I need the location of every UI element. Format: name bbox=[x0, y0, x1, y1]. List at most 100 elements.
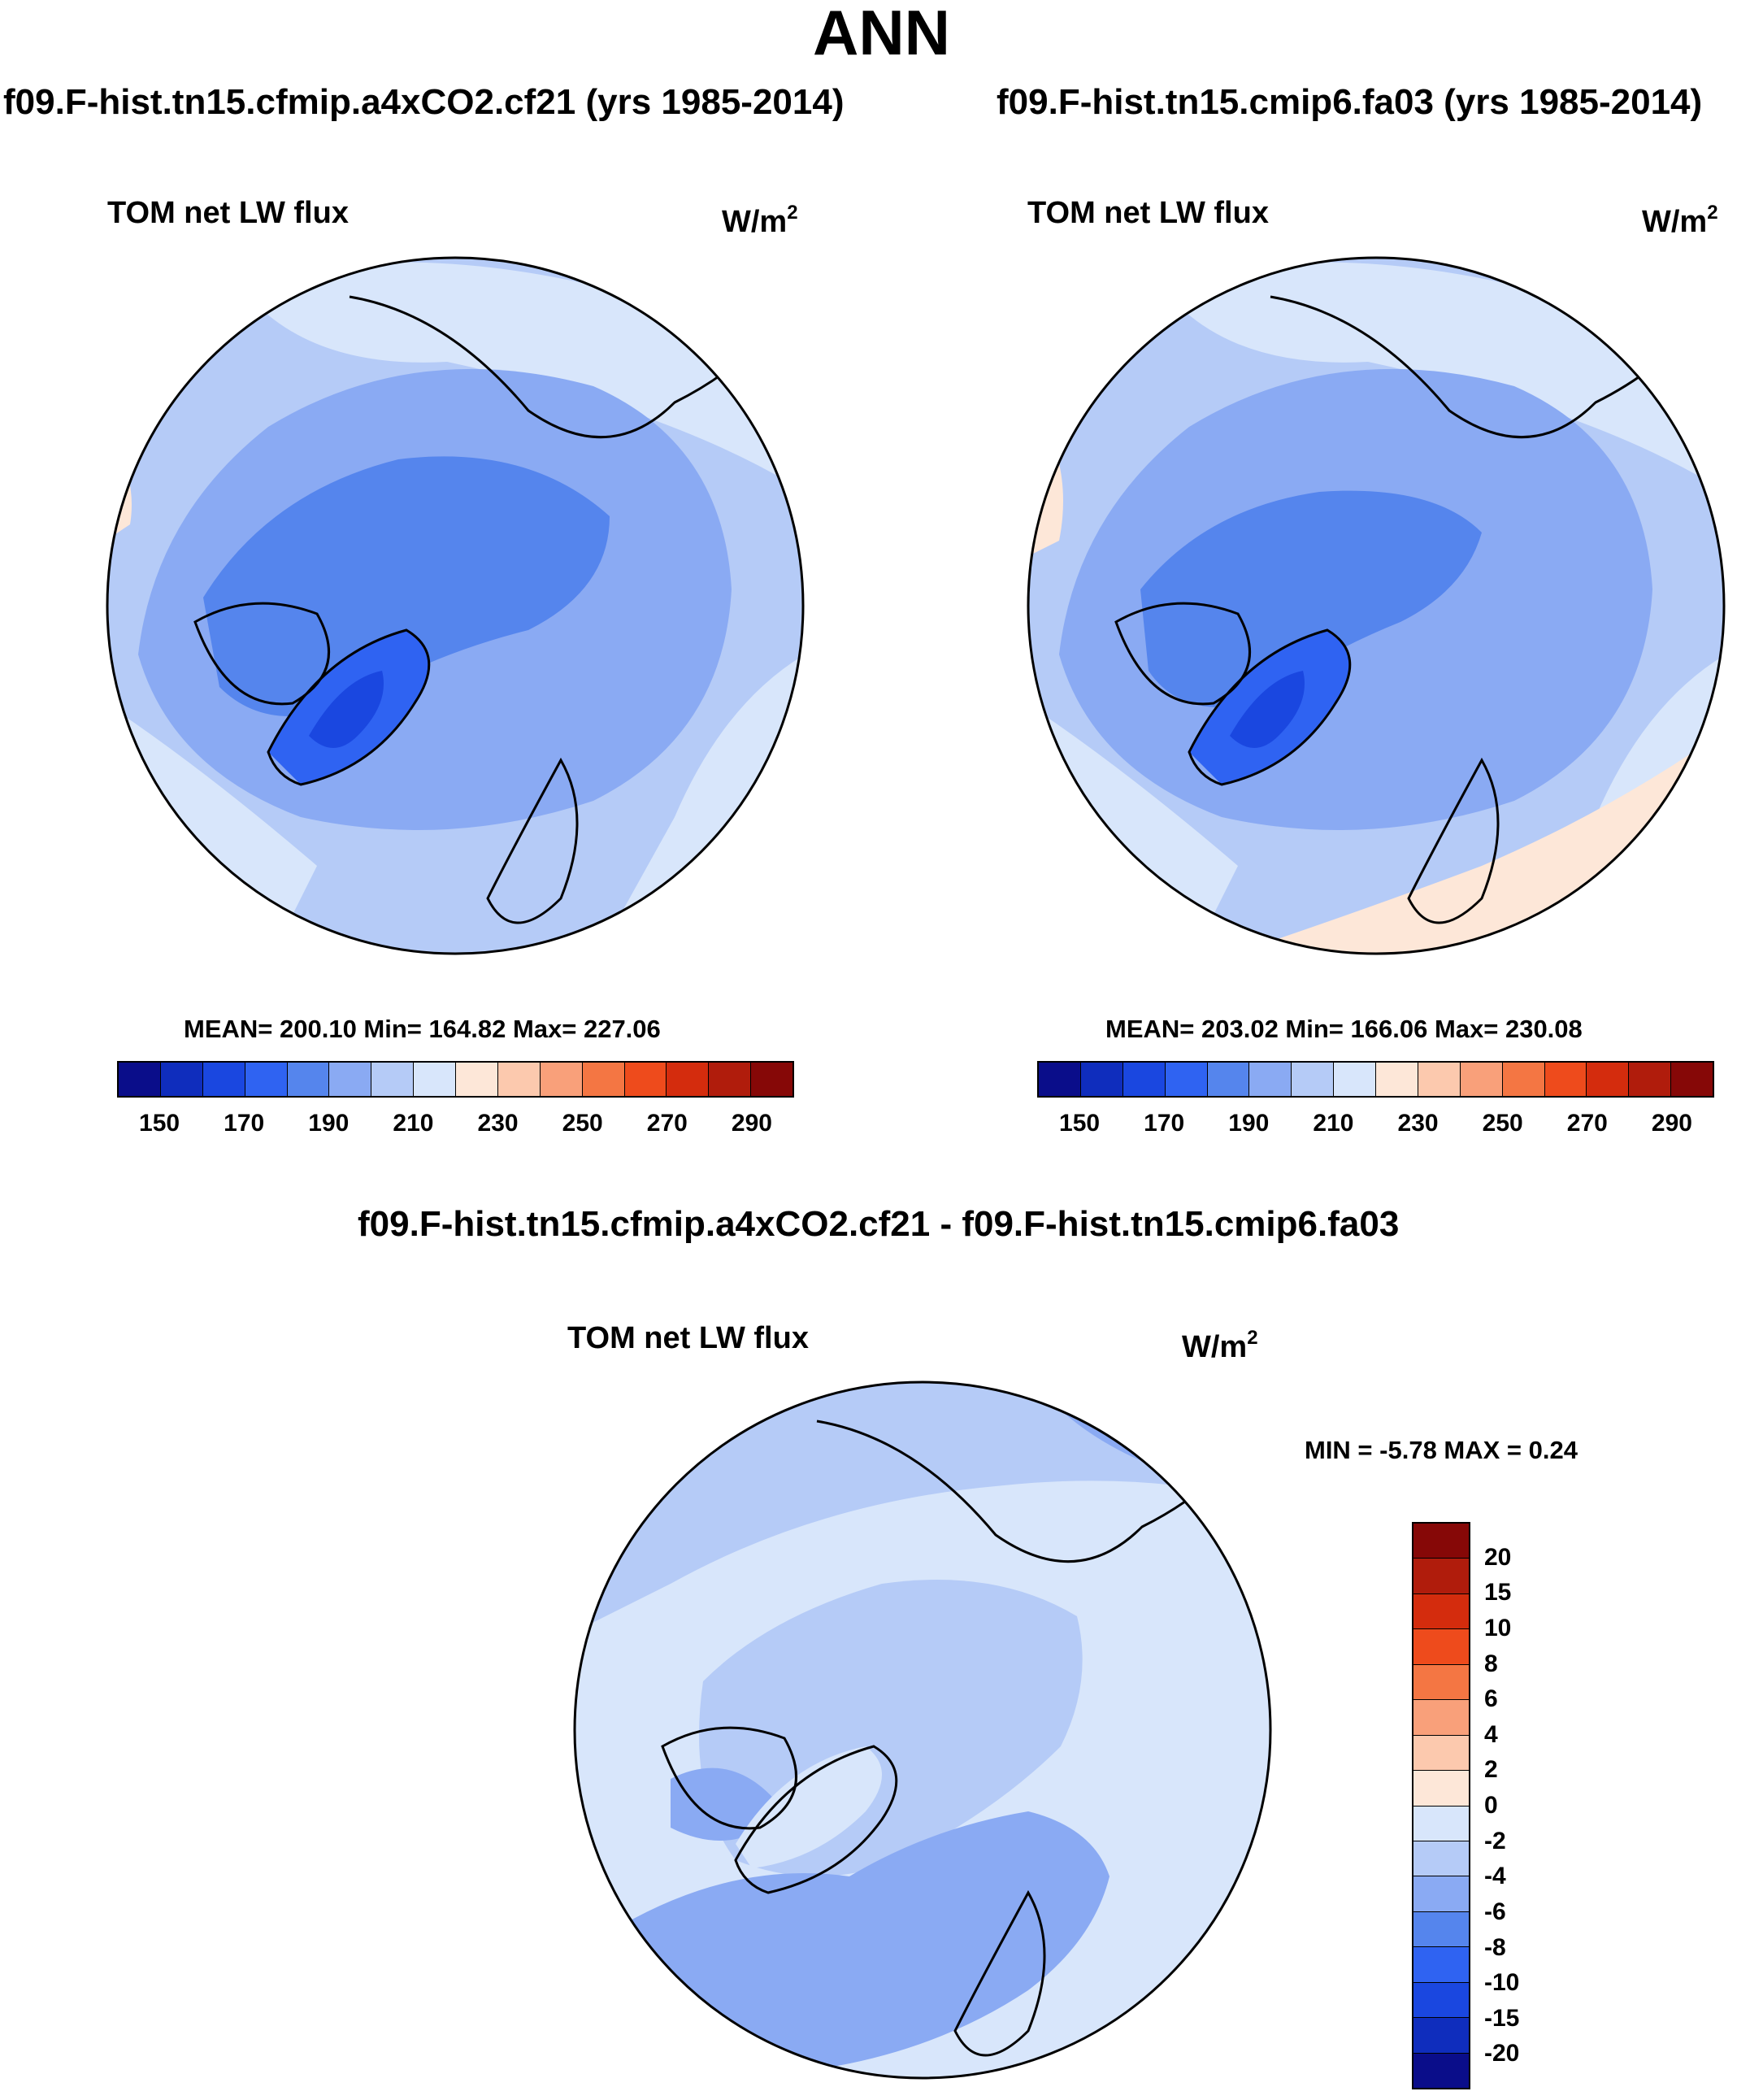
case-b-coast-scandinavia bbox=[1407, 757, 1500, 924]
colorbar-tick-label: 250 bbox=[562, 1110, 603, 1137]
diff-colorbar-cell-8 bbox=[1413, 1806, 1469, 1841]
diff-colorbar-cell-1 bbox=[1413, 1559, 1469, 1594]
case-b-colorbar bbox=[1037, 1061, 1714, 1098]
colorbar-tick-label: 270 bbox=[1566, 1110, 1608, 1137]
colorbar-cell-5 bbox=[1249, 1063, 1292, 1096]
colorbar-cell-0 bbox=[119, 1063, 161, 1096]
case-b-fill-warm-w bbox=[1028, 394, 1063, 557]
diff-colorbar-cell-12 bbox=[1413, 1947, 1469, 1983]
diff-colorbar-cell-3 bbox=[1413, 1629, 1469, 1665]
colorbar-cell-8 bbox=[456, 1063, 498, 1096]
diff-coast-canada bbox=[661, 1726, 797, 1830]
diff-fill-greenland bbox=[736, 1746, 882, 1868]
case-a-map-border bbox=[106, 256, 805, 955]
diff-colorbar bbox=[1412, 1522, 1470, 2089]
case-a-coast-canada bbox=[193, 602, 330, 706]
diff-colorbar-tick-label: 6 bbox=[1484, 1685, 1498, 1713]
diff-coast-siberia bbox=[816, 1420, 1225, 1563]
colorbar-tick-label: 250 bbox=[1482, 1110, 1523, 1137]
diff-coast-scandinavia bbox=[953, 1889, 1046, 2057]
main-title: ANN bbox=[813, 0, 950, 68]
diff-colorbar-cell-2 bbox=[1413, 1593, 1469, 1630]
diff-fill-atlantic bbox=[622, 1811, 1109, 2072]
case-b-title: f09.F-hist.tn15.cmip6.fa03 (yrs 1985-201… bbox=[997, 82, 1703, 122]
diff-colorbar-tick-label: 0 bbox=[1484, 1792, 1498, 1819]
colorbar-tick-label: 170 bbox=[224, 1110, 265, 1137]
case-b-polar-map bbox=[1027, 256, 1726, 955]
case-b-coast-greenland bbox=[1188, 628, 1352, 786]
colorbar-tick-label: 290 bbox=[731, 1110, 772, 1137]
colorbar-tick-label: 270 bbox=[646, 1110, 688, 1137]
case-b-fill-greenland-core bbox=[1230, 671, 1305, 748]
colorbar-cell-3 bbox=[245, 1063, 288, 1096]
colorbar-cell-2 bbox=[1123, 1063, 1166, 1096]
case-a-colorbar bbox=[117, 1061, 794, 1098]
colorbar-cell-11 bbox=[1502, 1063, 1545, 1096]
colorbar-cell-9 bbox=[497, 1063, 541, 1096]
colorbar-cell-6 bbox=[371, 1063, 415, 1096]
diff-colorbar-cell-9 bbox=[1413, 1841, 1469, 1877]
diff-variable-label: TOM net LW flux bbox=[567, 1321, 809, 1355]
case-b-variable-label: TOM net LW flux bbox=[1027, 196, 1269, 230]
colorbar-cell-4 bbox=[287, 1063, 330, 1096]
case-b-map-border bbox=[1027, 256, 1726, 955]
case-a-stats: MEAN= 200.10 Min= 164.82 Max= 227.06 bbox=[184, 1015, 661, 1043]
colorbar-cell-1 bbox=[160, 1063, 203, 1096]
case-b-units: W/m2 bbox=[1642, 202, 1718, 239]
diff-colorbar-cell-5 bbox=[1413, 1700, 1469, 1736]
colorbar-cell-10 bbox=[1460, 1063, 1503, 1096]
diff-colorbar-tick-label: 15 bbox=[1484, 1579, 1512, 1607]
diff-colorbar-tick-label: -20 bbox=[1484, 2040, 1520, 2067]
diff-colorbar-tick-label: -15 bbox=[1484, 2004, 1520, 2032]
diff-colorbar-cell-10 bbox=[1413, 1876, 1469, 1912]
colorbar-cell-14 bbox=[709, 1063, 752, 1096]
diff-colorbar-tick-label: 8 bbox=[1484, 1650, 1498, 1677]
diff-colorbar-tick-label: -6 bbox=[1484, 1898, 1506, 1925]
colorbar-cell-7 bbox=[1334, 1063, 1376, 1096]
case-a-units: W/m2 bbox=[722, 202, 798, 239]
colorbar-cell-9 bbox=[1418, 1063, 1461, 1096]
case-a-coast-greenland bbox=[267, 628, 431, 786]
diff-minmax: MIN = -5.78 MAX = 0.24 bbox=[1305, 1436, 1578, 1464]
diff-colorbar-tick-label: 10 bbox=[1484, 1614, 1512, 1641]
colorbar-tick-label: 170 bbox=[1144, 1110, 1185, 1137]
colorbar-cell-10 bbox=[540, 1063, 583, 1096]
colorbar-tick-label: 190 bbox=[1228, 1110, 1270, 1137]
colorbar-cell-11 bbox=[582, 1063, 625, 1096]
colorbar-tick-label: 290 bbox=[1651, 1110, 1692, 1137]
colorbar-cell-15 bbox=[1671, 1063, 1713, 1096]
case-a-variable-label: TOM net LW flux bbox=[107, 196, 349, 230]
case-a-fill-warm-w bbox=[107, 427, 132, 541]
diff-colorbar-cell-15 bbox=[1413, 2053, 1469, 2088]
diff-colorbar-tick-label: 4 bbox=[1484, 1720, 1498, 1748]
diff-colorbar-tick-label: -2 bbox=[1484, 1827, 1506, 1854]
diff-colorbar-tick-label: -8 bbox=[1484, 1933, 1506, 1961]
colorbar-cell-12 bbox=[1544, 1063, 1587, 1096]
colorbar-cell-6 bbox=[1292, 1063, 1335, 1096]
diff-coast-greenland bbox=[734, 1745, 898, 1894]
case-a-fill-arctic bbox=[203, 456, 610, 716]
colorbar-cell-8 bbox=[1376, 1063, 1418, 1096]
case-b-coast-siberia bbox=[1270, 295, 1678, 439]
colorbar-cell-12 bbox=[624, 1063, 667, 1096]
colorbar-tick-label: 230 bbox=[477, 1110, 519, 1137]
case-a-coast-scandinavia bbox=[486, 757, 579, 924]
colorbar-tick-label: 210 bbox=[1313, 1110, 1354, 1137]
case-a-polar-map bbox=[106, 256, 805, 955]
colorbar-cell-0 bbox=[1039, 1063, 1081, 1096]
diff-colorbar-cell-14 bbox=[1413, 2018, 1469, 2054]
colorbar-tick-label: 190 bbox=[308, 1110, 350, 1137]
diff-colorbar-cell-4 bbox=[1413, 1664, 1469, 1701]
case-a-fill-greenland-core bbox=[309, 671, 384, 748]
case-b-coast-canada bbox=[1114, 602, 1251, 706]
diff-colorbar-tick-label: -10 bbox=[1484, 1969, 1520, 1997]
diff-colorbar-cell-7 bbox=[1413, 1771, 1469, 1807]
colorbar-cell-14 bbox=[1629, 1063, 1672, 1096]
diff-title: f09.F-hist.tn15.cfmip.a4xCO2.cf21 - f09.… bbox=[358, 1204, 1400, 1244]
colorbar-cell-7 bbox=[414, 1063, 456, 1096]
colorbar-cell-1 bbox=[1080, 1063, 1123, 1096]
diff-colorbar-tick-label: -4 bbox=[1484, 1863, 1506, 1890]
colorbar-cell-13 bbox=[1587, 1063, 1630, 1096]
diff-colorbar-tick-label: 2 bbox=[1484, 1756, 1498, 1784]
diff-units: W/m2 bbox=[1182, 1327, 1258, 1364]
